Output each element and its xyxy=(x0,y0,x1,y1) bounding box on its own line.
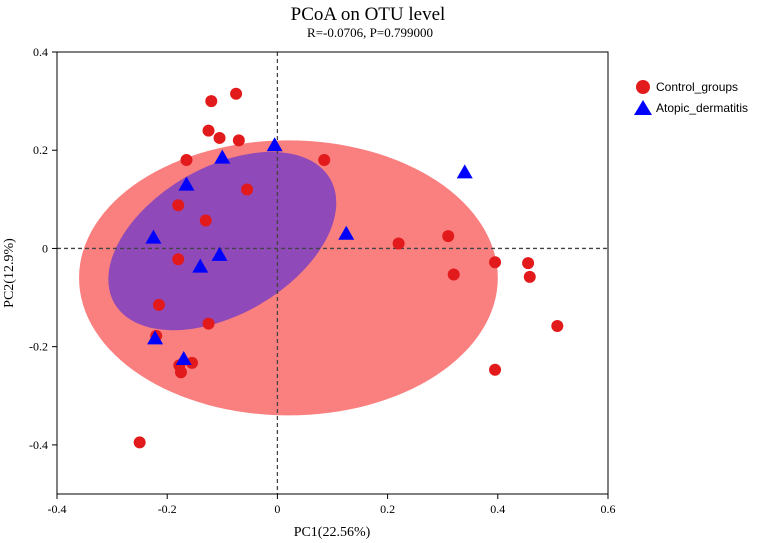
point-control-groups-9 xyxy=(199,214,212,227)
x-axis-label: PC1(22.56%) xyxy=(294,525,371,540)
x-tick-label: 0 xyxy=(274,502,280,516)
y-tick-label: 0.4 xyxy=(33,45,48,59)
point-control-groups-10 xyxy=(442,230,455,243)
confidence-ellipse-atopic-dermatitis xyxy=(108,151,337,331)
point-atopic-dermatitis-0 xyxy=(266,137,283,152)
point-control-groups-16 xyxy=(523,270,536,283)
point-atopic-dermatitis-4 xyxy=(338,225,355,240)
x-tick-label: 0.4 xyxy=(490,502,505,516)
legend-label-atopic-dermatitis: Atopic_dermatitis xyxy=(656,101,748,115)
point-control-groups-5 xyxy=(180,154,193,167)
point-control-groups-0 xyxy=(205,95,218,108)
point-atopic-dermatitis-1 xyxy=(214,149,231,164)
plot-frame xyxy=(56,51,609,495)
point-control-groups-1 xyxy=(230,87,243,100)
point-control-groups-11 xyxy=(392,237,405,250)
y-axis-label: PC2(12.9%) xyxy=(2,238,17,308)
point-control-groups-12 xyxy=(172,253,185,266)
point-control-groups-18 xyxy=(202,317,215,330)
point-control-groups-15 xyxy=(447,268,460,281)
legend-marker-atopic-dermatitis xyxy=(634,100,652,115)
x-tick-label: -0.2 xyxy=(158,502,177,516)
chart-subtitle: R=-0.0706, P=0.799000 xyxy=(307,25,433,40)
point-layer xyxy=(133,87,564,449)
x-tick-label: -0.4 xyxy=(48,502,67,516)
point-control-groups-8 xyxy=(172,199,185,212)
point-control-groups-4 xyxy=(232,134,245,147)
y-tick-label: -0.2 xyxy=(29,340,48,354)
point-control-groups-25 xyxy=(133,436,146,449)
point-atopic-dermatitis-8 xyxy=(147,330,164,345)
point-control-groups-6 xyxy=(318,154,331,167)
point-control-groups-19 xyxy=(551,320,564,333)
point-control-groups-13 xyxy=(489,256,502,269)
point-control-groups-3 xyxy=(213,131,226,144)
reference-lines xyxy=(57,52,608,494)
point-control-groups-7 xyxy=(241,183,254,196)
point-atopic-dermatitis-2 xyxy=(178,176,195,191)
point-control-groups-24 xyxy=(489,363,502,376)
point-atopic-dermatitis-7 xyxy=(192,258,209,273)
axis-ticks: -0.4 -0.2 0 0.2 0.4 0.6 -0.4 -0.2 0 0.2 0.4 xyxy=(29,45,616,516)
point-control-groups-2 xyxy=(202,124,215,137)
point-control-groups-23 xyxy=(174,366,187,379)
point-control-groups-14 xyxy=(522,257,535,270)
point-control-groups-17 xyxy=(152,298,165,311)
legend-label-control-groups: Control_groups xyxy=(656,80,738,94)
ellipse-layer xyxy=(79,140,498,416)
y-tick-label: 0.2 xyxy=(33,143,48,157)
point-atopic-dermatitis-5 xyxy=(145,229,162,244)
chart-title: PCoA on OTU level xyxy=(291,4,446,25)
y-tick-label: -0.4 xyxy=(29,438,48,452)
x-tick-label: 0.6 xyxy=(601,502,616,516)
point-atopic-dermatitis-6 xyxy=(211,246,228,261)
point-atopic-dermatitis-3 xyxy=(456,164,473,179)
legend-marker-control-groups xyxy=(636,80,650,94)
legend: Control_groups Atopic_dermatitis xyxy=(634,80,748,115)
point-atopic-dermatitis-9 xyxy=(175,350,192,365)
y-tick-label: 0 xyxy=(42,241,48,255)
x-tick-label: 0.2 xyxy=(380,502,395,516)
point-control-groups-21 xyxy=(185,356,198,369)
